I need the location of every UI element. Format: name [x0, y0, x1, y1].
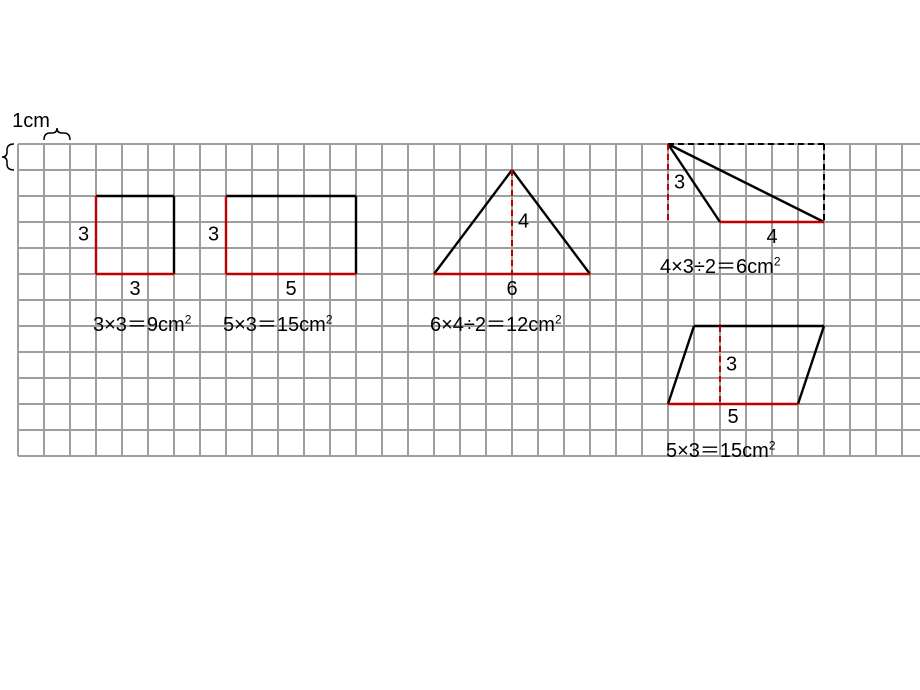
- scale-label: 1cm: [12, 110, 50, 133]
- obt-height-label: 3: [674, 172, 685, 195]
- rect-height-label: 3: [208, 224, 219, 247]
- diagram-svg: [0, 0, 920, 690]
- obt-formula: 4×3÷2＝6cm2: [660, 250, 781, 279]
- tri-height-label: 4: [518, 211, 529, 234]
- square-formula: 3×3＝9cm2: [93, 308, 191, 337]
- square-height-label: 3: [78, 224, 89, 247]
- square-base-label: 3: [129, 278, 140, 301]
- para-base-label: 5: [727, 406, 738, 429]
- para-formula: 5×3＝15cm2: [666, 434, 776, 463]
- tri-base-label: 6: [506, 278, 517, 301]
- rect-base-label: 5: [285, 278, 296, 301]
- tri-formula: 6×4÷2＝12cm2: [430, 308, 562, 337]
- obt-base-label: 4: [766, 226, 777, 249]
- rect-formula: 5×3＝15cm2: [223, 308, 333, 337]
- para-height-label: 3: [726, 354, 737, 377]
- grid: [18, 144, 920, 456]
